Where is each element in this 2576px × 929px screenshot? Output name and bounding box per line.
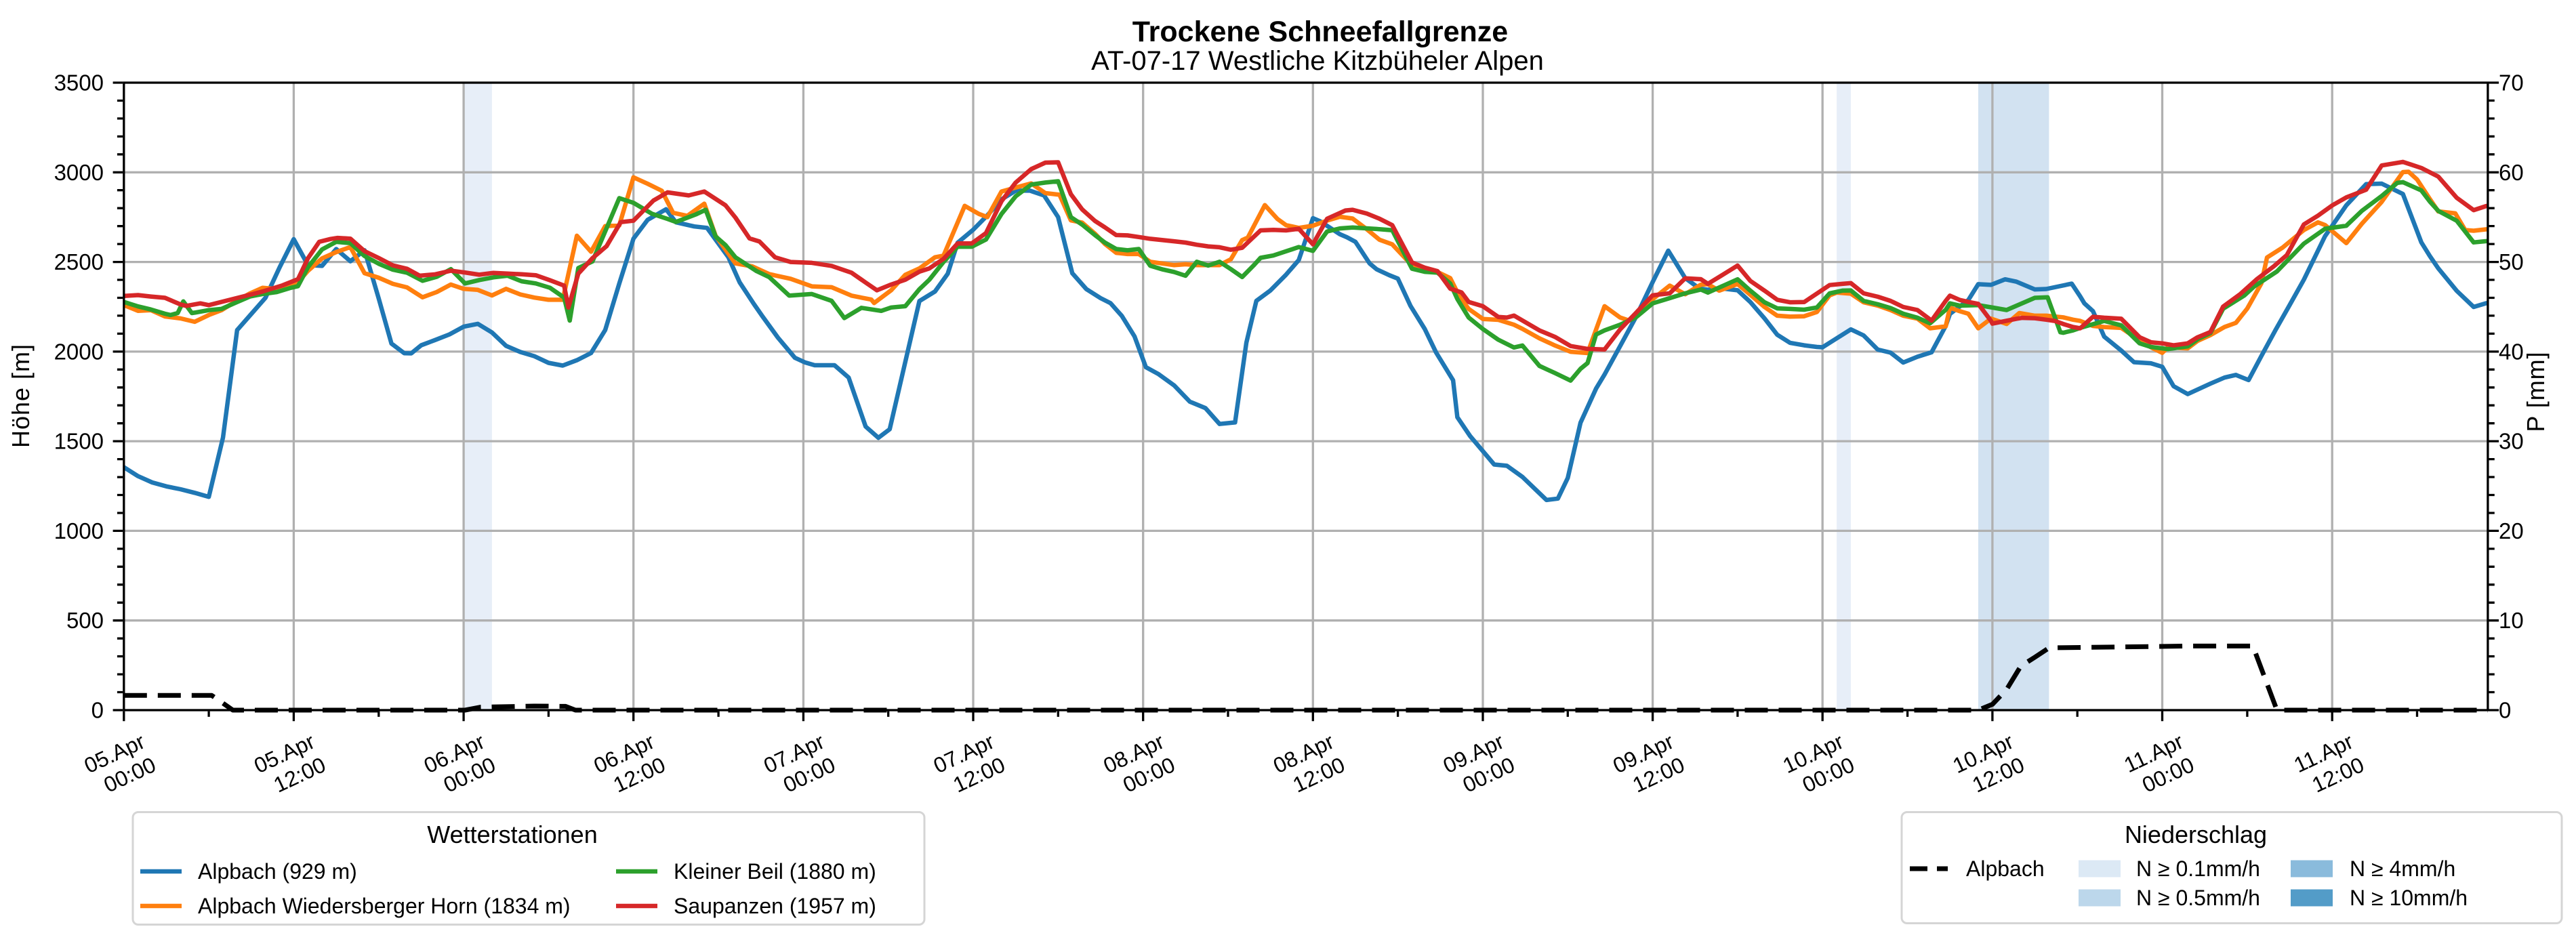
- svg-text:60: 60: [2499, 160, 2524, 185]
- svg-text:10: 10: [2499, 608, 2524, 633]
- svg-text:3500: 3500: [54, 70, 104, 96]
- svg-text:Niederschlag: Niederschlag: [2125, 821, 2267, 848]
- svg-text:N ≥ 0.5mm/h: N ≥ 0.5mm/h: [2136, 886, 2260, 910]
- svg-text:2000: 2000: [54, 339, 104, 364]
- svg-text:40: 40: [2499, 339, 2524, 364]
- svg-text:Wetterstationen: Wetterstationen: [427, 821, 597, 848]
- svg-text:0: 0: [2499, 698, 2511, 723]
- svg-text:500: 500: [66, 608, 104, 633]
- svg-text:Saupanzen (1957 m): Saupanzen (1957 m): [674, 894, 876, 918]
- svg-text:1500: 1500: [54, 429, 104, 454]
- svg-text:Alpbach Wiedersberger Horn (18: Alpbach Wiedersberger Horn (1834 m): [198, 894, 571, 918]
- svg-text:50: 50: [2499, 249, 2524, 274]
- svg-text:Kleiner Beil (1880 m): Kleiner Beil (1880 m): [674, 859, 876, 884]
- svg-text:1000: 1000: [54, 518, 104, 543]
- svg-text:30: 30: [2499, 429, 2524, 454]
- svg-text:0: 0: [91, 698, 104, 723]
- svg-text:N ≥ 10mm/h: N ≥ 10mm/h: [2350, 886, 2468, 910]
- svg-text:Höhe [m]: Höhe [m]: [7, 344, 35, 448]
- svg-text:N ≥ 0.1mm/h: N ≥ 0.1mm/h: [2136, 856, 2260, 881]
- svg-text:P [mm]: P [mm]: [2522, 351, 2550, 432]
- svg-text:20: 20: [2499, 518, 2524, 543]
- svg-text:2500: 2500: [54, 249, 104, 274]
- svg-text:Alpbach (929 m): Alpbach (929 m): [198, 859, 357, 884]
- svg-text:Trockene Schneefallgrenze: Trockene Schneefallgrenze: [1132, 16, 1508, 48]
- svg-text:N ≥ 4mm/h: N ≥ 4mm/h: [2350, 856, 2455, 881]
- svg-text:70: 70: [2499, 70, 2524, 96]
- svg-text:3000: 3000: [54, 160, 104, 185]
- svg-text:Alpbach: Alpbach: [1966, 856, 2045, 881]
- svg-text:AT-07-17 Westliche Kitzbüheler: AT-07-17 Westliche Kitzbüheler Alpen: [1091, 46, 1544, 76]
